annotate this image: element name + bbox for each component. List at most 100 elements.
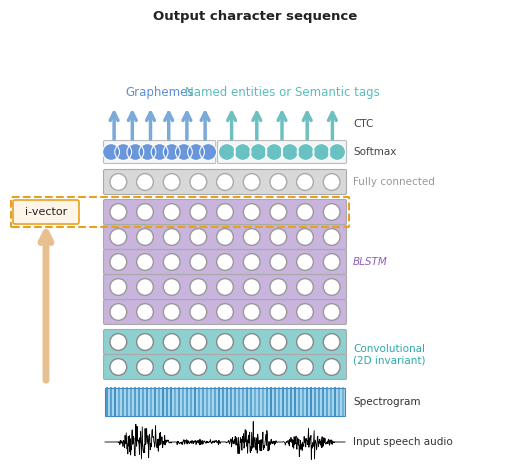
Circle shape	[163, 304, 180, 321]
Circle shape	[163, 144, 180, 161]
Circle shape	[328, 144, 345, 161]
Circle shape	[136, 174, 153, 190]
Circle shape	[296, 254, 313, 271]
Text: Softmax: Softmax	[352, 147, 395, 157]
Circle shape	[297, 144, 314, 161]
Circle shape	[163, 278, 180, 295]
Circle shape	[296, 304, 313, 321]
Circle shape	[110, 204, 126, 220]
Circle shape	[269, 254, 286, 271]
Circle shape	[110, 174, 126, 190]
Circle shape	[110, 254, 126, 271]
Circle shape	[243, 174, 260, 190]
Circle shape	[269, 358, 286, 375]
Circle shape	[189, 204, 206, 220]
Circle shape	[136, 229, 153, 245]
FancyBboxPatch shape	[103, 169, 346, 195]
FancyBboxPatch shape	[103, 300, 346, 324]
FancyBboxPatch shape	[103, 249, 346, 275]
Circle shape	[296, 174, 313, 190]
Circle shape	[323, 278, 340, 295]
Circle shape	[216, 334, 233, 351]
Circle shape	[216, 358, 233, 375]
Text: Output character sequence: Output character sequence	[153, 10, 356, 23]
Circle shape	[110, 334, 126, 351]
Circle shape	[163, 358, 180, 375]
Circle shape	[189, 358, 206, 375]
Circle shape	[243, 304, 260, 321]
Circle shape	[323, 229, 340, 245]
Circle shape	[216, 204, 233, 220]
Circle shape	[136, 278, 153, 295]
Circle shape	[216, 254, 233, 271]
Circle shape	[189, 254, 206, 271]
FancyBboxPatch shape	[103, 140, 215, 163]
Circle shape	[243, 358, 260, 375]
Circle shape	[281, 144, 298, 161]
Circle shape	[243, 254, 260, 271]
Circle shape	[234, 144, 250, 161]
Circle shape	[269, 204, 286, 220]
Circle shape	[296, 229, 313, 245]
FancyBboxPatch shape	[217, 140, 346, 163]
Circle shape	[115, 144, 131, 161]
Circle shape	[110, 358, 126, 375]
Circle shape	[323, 254, 340, 271]
Circle shape	[189, 174, 206, 190]
Circle shape	[163, 254, 180, 271]
Circle shape	[136, 334, 153, 351]
Circle shape	[296, 334, 313, 351]
Text: BLSTM: BLSTM	[352, 257, 387, 267]
Circle shape	[296, 358, 313, 375]
Circle shape	[216, 304, 233, 321]
Circle shape	[323, 204, 340, 220]
Circle shape	[313, 144, 329, 161]
Circle shape	[269, 278, 286, 295]
Circle shape	[216, 278, 233, 295]
Circle shape	[218, 144, 235, 161]
Circle shape	[139, 144, 156, 161]
Text: Spectrogram: Spectrogram	[352, 397, 420, 407]
FancyBboxPatch shape	[103, 329, 346, 354]
Circle shape	[110, 229, 126, 245]
Circle shape	[136, 204, 153, 220]
Circle shape	[127, 144, 144, 161]
Circle shape	[323, 358, 340, 375]
Circle shape	[243, 229, 260, 245]
Circle shape	[269, 229, 286, 245]
Circle shape	[216, 174, 233, 190]
Circle shape	[189, 229, 206, 245]
Circle shape	[323, 304, 340, 321]
Text: CTC: CTC	[352, 119, 373, 129]
Bar	[105, 388, 344, 416]
Circle shape	[110, 304, 126, 321]
Text: Input speech audio: Input speech audio	[352, 437, 452, 447]
Circle shape	[187, 144, 204, 161]
Text: Graphemes: Graphemes	[125, 86, 193, 99]
Circle shape	[136, 304, 153, 321]
Circle shape	[323, 174, 340, 190]
Text: Convolutional
(2D invariant): Convolutional (2D invariant)	[352, 344, 425, 366]
Circle shape	[269, 174, 286, 190]
Circle shape	[189, 334, 206, 351]
Circle shape	[243, 278, 260, 295]
Text: Fully connected: Fully connected	[352, 177, 434, 187]
Circle shape	[175, 144, 192, 161]
Circle shape	[243, 334, 260, 351]
Text: Named entities or Semantic tags: Named entities or Semantic tags	[184, 86, 379, 99]
FancyBboxPatch shape	[103, 354, 346, 380]
Circle shape	[136, 358, 153, 375]
Circle shape	[151, 144, 167, 161]
Circle shape	[136, 254, 153, 271]
Circle shape	[200, 144, 216, 161]
Circle shape	[110, 278, 126, 295]
Circle shape	[163, 334, 180, 351]
Circle shape	[163, 204, 180, 220]
FancyBboxPatch shape	[103, 199, 346, 225]
Circle shape	[296, 204, 313, 220]
Circle shape	[163, 174, 180, 190]
FancyBboxPatch shape	[103, 275, 346, 300]
FancyBboxPatch shape	[13, 200, 79, 224]
FancyBboxPatch shape	[103, 225, 346, 249]
Circle shape	[265, 144, 282, 161]
